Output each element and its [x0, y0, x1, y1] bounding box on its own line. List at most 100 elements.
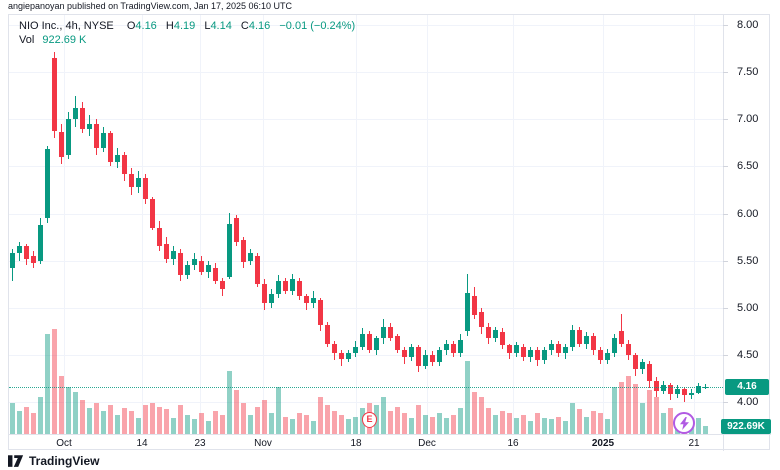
- volume-bar: [486, 407, 491, 434]
- volume-bar: [661, 413, 666, 434]
- legend-close-value: 4.16: [248, 20, 271, 32]
- volume-bar: [703, 425, 708, 434]
- candle: [192, 258, 197, 266]
- candle: [31, 255, 36, 263]
- candle: [129, 173, 134, 188]
- time-axis-label: 23: [194, 438, 206, 449]
- chart-panel: E 8.00 7.50 7.00 6.50 6.00 5.50 5.00 4.50 4.00 O…: [8, 14, 771, 451]
- candle: [269, 293, 274, 304]
- horizontal-gridline: [9, 402, 723, 403]
- volume-bar: [290, 419, 295, 434]
- vertical-gridline: [356, 15, 357, 434]
- candle: [332, 343, 337, 353]
- candle: [430, 354, 435, 363]
- price-axis-tick: [723, 213, 728, 215]
- volume-bar: [108, 404, 113, 434]
- volume-badge: 922.69K: [721, 419, 771, 434]
- volume-bar: [332, 410, 337, 434]
- volume-bar: [423, 415, 428, 434]
- current-price-line: [9, 386, 723, 388]
- current-price-badge: 4.16: [725, 378, 769, 395]
- tradingview-logo[interactable]: TradingView: [8, 454, 99, 468]
- volume-bar: [325, 404, 330, 434]
- price-axis-label: 4.50: [737, 348, 759, 361]
- volume-bar: [311, 421, 316, 434]
- candle: [640, 362, 645, 369]
- candle: [689, 392, 694, 396]
- candle: [304, 296, 309, 304]
- candle: [318, 300, 323, 325]
- candle: [234, 218, 239, 242]
- legend-close-label: C: [240, 20, 249, 32]
- candle: [612, 337, 617, 353]
- time-axis-label: 16: [507, 438, 519, 449]
- legend-open-value: 4.16: [135, 20, 157, 32]
- chart-plot-area[interactable]: E: [9, 15, 723, 434]
- earnings-marker-icon[interactable]: E: [362, 412, 377, 428]
- legend-volume-label: Vol: [19, 34, 35, 46]
- volume-bar: [584, 417, 589, 434]
- vertical-gridline: [263, 15, 264, 434]
- price-axis-label: 4.00: [737, 396, 759, 408]
- volume-bar: [514, 418, 519, 434]
- price-axis-label: 6.50: [737, 160, 759, 173]
- volume-bar: [542, 418, 547, 434]
- price-axis-label: 6.00: [737, 207, 759, 220]
- volume-bar: [31, 413, 36, 434]
- volume-bar: [276, 386, 281, 434]
- volume-bar: [395, 406, 400, 434]
- volume-bar: [297, 413, 302, 434]
- price-axis-label: 5.00: [737, 301, 759, 314]
- volume-bar: [563, 421, 568, 434]
- candle: [248, 253, 253, 261]
- candle: [535, 350, 540, 360]
- horizontal-gridline: [9, 260, 723, 262]
- candle: [24, 246, 29, 259]
- candle: [115, 155, 120, 162]
- candle: [402, 350, 407, 357]
- price-axis-tick: [723, 25, 728, 26]
- time-axis-label: 21: [688, 438, 700, 449]
- volume-bar: [52, 329, 57, 434]
- volume-bar: [38, 397, 43, 434]
- volume-bar: [458, 407, 463, 434]
- candle: [409, 347, 414, 357]
- volume-bar: [577, 408, 582, 434]
- candle: [493, 330, 498, 338]
- legend-symbol[interactable]: NIO Inc., 4h, NYSE: [19, 20, 114, 32]
- candle-wick: [621, 314, 622, 348]
- volume-bar: [507, 413, 512, 434]
- flash-marker-icon[interactable]: [673, 412, 695, 434]
- candle: [122, 155, 127, 174]
- price-axis-tick: [723, 119, 728, 121]
- legend-open-label: O: [126, 20, 136, 32]
- volume-bar: [164, 408, 169, 434]
- vertical-gridline: [427, 15, 428, 434]
- candle: [339, 352, 344, 359]
- time-axis-label: Nov: [254, 438, 272, 449]
- price-axis-label: 7.50: [737, 66, 759, 79]
- candle: [227, 223, 232, 277]
- candle: [290, 279, 295, 291]
- volume-bar: [66, 386, 71, 434]
- candle: [479, 312, 484, 327]
- legend-high-value: 4.19: [173, 20, 196, 32]
- candle: [276, 281, 281, 294]
- candle: [206, 265, 211, 272]
- volume-bar: [269, 413, 274, 434]
- candle: [528, 350, 533, 357]
- candle: [556, 343, 561, 353]
- volume-bar: [605, 419, 610, 434]
- volume-bar: [94, 402, 99, 434]
- candle: [626, 343, 631, 355]
- volume-bar: [220, 415, 225, 434]
- candle: [80, 107, 85, 129]
- volume-bar: [80, 400, 85, 434]
- candle: [283, 281, 288, 291]
- time-axis-label: 18: [350, 438, 362, 449]
- candle: [87, 123, 92, 129]
- volume-bar: [283, 417, 288, 434]
- volume-bar: [129, 410, 134, 434]
- time-axis-separator: [9, 434, 771, 435]
- candle-wick: [705, 384, 706, 389]
